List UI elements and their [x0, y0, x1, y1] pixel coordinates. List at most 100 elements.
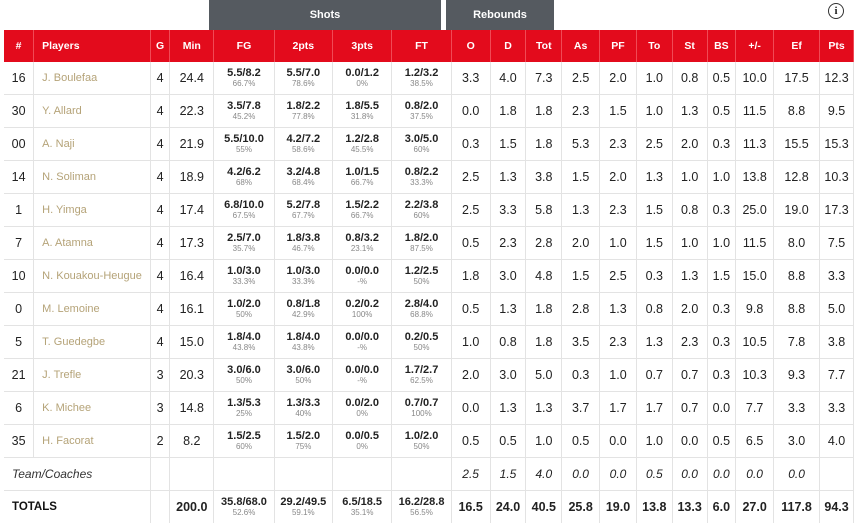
player-name-link[interactable]: K. Michee: [33, 391, 151, 425]
cell-pts: 94.3: [819, 490, 854, 523]
cell-fg-percent: 66.7%: [232, 78, 256, 88]
cell-ft-made-attempted: 1.2/3.2: [404, 67, 439, 80]
cell-o: 2.5: [451, 160, 491, 194]
cell-tot: 5.8: [525, 193, 563, 227]
player-name-link[interactable]: A. Atamna: [33, 226, 151, 260]
cell-st: 1.3: [672, 259, 708, 293]
table-row: 00 A. Naji 4 21.9 5.5/10.0 55% 4.2/7.2 58.6% 1.2…: [4, 127, 854, 161]
player-name-link[interactable]: A. Naji: [33, 127, 151, 161]
cell-p3-percent: -%: [357, 342, 368, 352]
cell-to: 2.5: [636, 127, 673, 161]
cell-g: 4: [150, 259, 171, 293]
cell-ef: 117.8: [773, 490, 821, 523]
cell-bs: 0.0: [707, 391, 737, 425]
cell-d: 0.5: [490, 424, 527, 458]
player-name-link[interactable]: N. Kouakou-Heugue: [33, 259, 151, 293]
cell-p3-made-attempted: 0.0/0.0: [345, 265, 379, 278]
cell-g: 4: [150, 94, 171, 128]
col-header-assists[interactable]: As: [561, 30, 601, 62]
table-row: 7 A. Atamna 4 17.3 2.5/7.0 35.7% 1.8/3.8 46.7% 0…: [4, 226, 854, 260]
cell-as: 1.3: [561, 193, 601, 227]
cell-st: 1.3: [672, 94, 708, 128]
cell-p2-percent: 75%: [295, 441, 312, 451]
col-header-3pts[interactable]: 3pts: [332, 30, 393, 62]
cell-tot: 7.3: [525, 62, 563, 95]
col-header-num[interactable]: #: [4, 30, 35, 62]
info-icon[interactable]: i: [828, 3, 844, 19]
cell-fg-percent: 25%: [235, 408, 252, 418]
cell-o: 0.5: [451, 292, 491, 326]
cell-fg-made-attempted: 5.5/10.0: [224, 133, 264, 146]
cell-g: 4: [150, 226, 171, 260]
col-header-plus-minus[interactable]: +/-: [735, 30, 775, 62]
cell-g: 3: [150, 391, 171, 425]
player-name-link[interactable]: Y. Allard: [33, 94, 151, 128]
player-name-link[interactable]: N. Soliman: [33, 160, 151, 194]
col-header-games[interactable]: G: [150, 30, 171, 62]
col-header-off-reb[interactable]: O: [451, 30, 491, 62]
cell-ft-made-attempted: 2.8/4.0: [404, 298, 439, 311]
cell-empty: [391, 457, 452, 491]
cell-pts: 3.3: [819, 391, 854, 425]
cell-min: 24.4: [169, 62, 215, 95]
cell-fg-percent: 45.2%: [232, 111, 256, 121]
cell-num: 10: [4, 259, 35, 293]
cell-to: 0.3: [636, 259, 673, 293]
cell-o: 16.5: [451, 490, 491, 523]
player-rows: 16 J. Boulefaa 4 24.4 5.5/8.2 66.7% 5.5/7.0 78.…: [4, 62, 854, 523]
cell-ef: 15.5: [773, 127, 821, 161]
player-name-link[interactable]: J. Boulefaa: [33, 62, 151, 95]
cell-ft: 0.8/2.2 33.3%: [391, 160, 452, 194]
player-stats-table: # Players G Min FG 2pts 3pts FT O D Tot …: [4, 30, 854, 523]
player-name-link[interactable]: H. Yimga: [33, 193, 151, 227]
cell-ft-percent: 100%: [411, 408, 432, 418]
cell-p3-percent: -%: [357, 375, 368, 385]
col-header-points[interactable]: Pts: [819, 30, 854, 62]
cell-as: 0.0: [561, 457, 601, 491]
cell-pm: 15.0: [735, 259, 775, 293]
cell-pf: 2.3: [599, 325, 637, 359]
col-header-ft[interactable]: FT: [391, 30, 452, 62]
cell-pm: 25.0: [735, 193, 775, 227]
cell-p2: 1.5/2.0 75%: [274, 424, 333, 458]
player-name-link[interactable]: H. Facorat: [33, 424, 151, 458]
col-header-min[interactable]: Min: [169, 30, 215, 62]
player-name-link[interactable]: T. Guedegbe: [33, 325, 151, 359]
cell-bs: 1.0: [707, 160, 737, 194]
cell-min: 15.0: [169, 325, 215, 359]
cell-tot: 4.8: [525, 259, 563, 293]
cell-fg-made-attempted: 1.8/4.0: [227, 331, 261, 344]
cell-pm: 10.5: [735, 325, 775, 359]
cell-ft-made-attempted: 0.2/0.5: [404, 331, 439, 344]
cell-tot: 1.0: [525, 424, 563, 458]
cell-as: 1.5: [561, 160, 601, 194]
cell-d: 3.0: [490, 358, 527, 392]
col-header-efficiency[interactable]: Ef: [773, 30, 821, 62]
col-header-def-reb[interactable]: D: [490, 30, 527, 62]
col-header-blocks[interactable]: BS: [707, 30, 737, 62]
cell-ft-percent: 33.3%: [410, 177, 433, 187]
col-header-tot-reb[interactable]: Tot: [525, 30, 563, 62]
cell-ef: 8.8: [773, 94, 821, 128]
cell-fg: 4.2/6.2 68%: [213, 160, 275, 194]
cell-st: 1.0: [672, 160, 708, 194]
cell-ft: 1.0/2.0 50%: [391, 424, 452, 458]
col-header-turnovers[interactable]: To: [636, 30, 673, 62]
cell-p2-made-attempted: 1.3/3.3: [286, 397, 321, 410]
player-name-link[interactable]: M. Lemoine: [33, 292, 151, 326]
totals-row: TOTALS 200.0 35.8/68.0 52.6% 29.2/49.5 59.1% 6…: [4, 490, 854, 523]
cell-st: 0.7: [672, 391, 708, 425]
col-header-steals[interactable]: St: [672, 30, 708, 62]
col-header-2pts[interactable]: 2pts: [274, 30, 333, 62]
cell-pf: 2.0: [599, 160, 637, 194]
col-header-players[interactable]: Players: [33, 30, 151, 62]
cell-fg: 1.3/5.3 25%: [213, 391, 275, 425]
cell-ef: 8.0: [773, 226, 821, 260]
col-header-fg[interactable]: FG: [213, 30, 275, 62]
cell-pts: 9.5: [819, 94, 854, 128]
cell-empty: [332, 457, 393, 491]
col-header-fouls[interactable]: PF: [599, 30, 637, 62]
player-name-link[interactable]: J. Trefle: [33, 358, 151, 392]
cell-fg-percent: 35.7%: [232, 243, 256, 253]
team-coaches-row: Team/Coaches 2.5 1.5 4.0 0.0 0.0 0.5 0.0 0.0 0.0 0…: [4, 457, 854, 491]
